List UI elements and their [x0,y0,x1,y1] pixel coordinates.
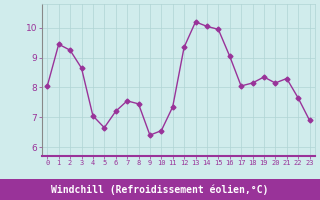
Text: Windchill (Refroidissement éolien,°C): Windchill (Refroidissement éolien,°C) [51,184,269,195]
